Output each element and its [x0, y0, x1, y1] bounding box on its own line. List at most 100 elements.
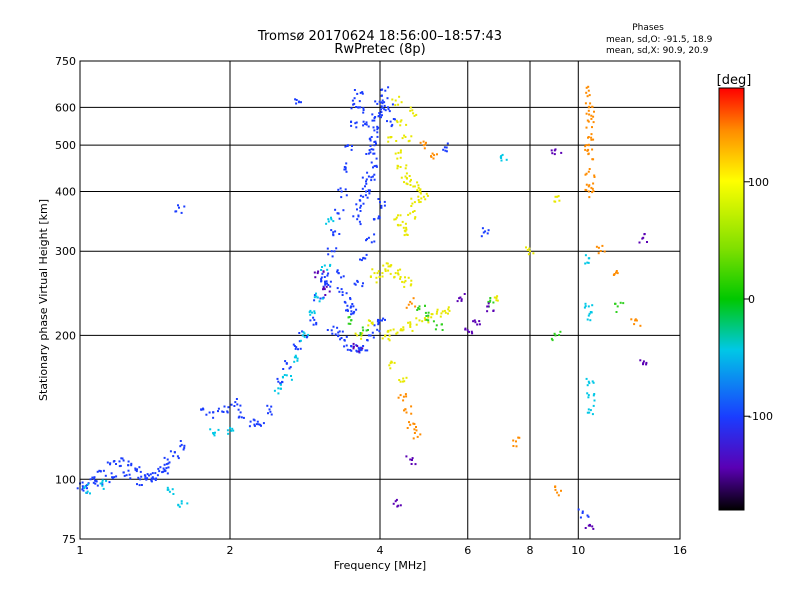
data-point [590, 117, 593, 120]
data-point [500, 155, 503, 157]
data-point [121, 457, 124, 460]
data-point [410, 279, 413, 282]
data-point [297, 348, 299, 351]
data-point [402, 399, 405, 402]
data-point [270, 405, 273, 408]
data-point [375, 142, 377, 145]
data-point [362, 282, 364, 285]
data-point [166, 486, 169, 489]
data-point [370, 322, 373, 324]
data-point [415, 317, 418, 320]
data-point [371, 175, 374, 178]
data-point [381, 106, 384, 109]
data-point [308, 311, 311, 314]
data-point [416, 309, 419, 311]
data-point [343, 345, 346, 348]
data-point [322, 270, 325, 273]
data-point [373, 324, 376, 327]
data-point [405, 182, 408, 185]
data-point [642, 360, 645, 363]
data-point [168, 461, 171, 464]
data-point [394, 500, 397, 503]
data-point [383, 108, 386, 111]
y-axis-ticks: 75 100 200 300 400 500 600 750 [55, 55, 76, 546]
data-point [493, 296, 496, 299]
data-point [336, 287, 339, 290]
data-point [146, 473, 149, 476]
data-point [445, 146, 448, 149]
data-point [350, 148, 353, 151]
x-tick-label: 8 [527, 544, 534, 557]
data-point [373, 119, 376, 122]
data-point [432, 320, 435, 323]
data-point [146, 477, 149, 480]
data-point [350, 305, 353, 308]
data-point [367, 189, 370, 192]
data-point [615, 311, 618, 313]
data-point [384, 268, 387, 271]
data-point [441, 323, 443, 326]
data-point [403, 409, 405, 412]
data-point [456, 300, 459, 303]
data-point [587, 170, 590, 173]
data-point [372, 336, 375, 339]
data-point [94, 482, 97, 485]
data-point [355, 121, 358, 124]
data-point [399, 224, 402, 227]
data-point [480, 235, 483, 238]
data-point [314, 276, 317, 279]
data-point [630, 318, 633, 321]
data-point [361, 332, 364, 335]
data-point [421, 320, 424, 323]
data-point [83, 486, 86, 489]
data-point [592, 182, 595, 185]
data-point [120, 457, 123, 460]
data-point [364, 194, 367, 197]
data-point [615, 270, 618, 272]
data-point [222, 411, 225, 413]
data-point [415, 113, 418, 116]
data-point [84, 485, 87, 488]
data-point [365, 182, 368, 185]
data-point [99, 482, 102, 485]
data-point [584, 527, 587, 529]
data-point [373, 233, 376, 236]
data-point [119, 464, 122, 467]
data-point [634, 319, 637, 322]
data-point [361, 347, 364, 350]
data-point [118, 460, 121, 463]
data-point [404, 408, 407, 411]
data-point [375, 164, 378, 167]
data-point [410, 135, 413, 138]
data-point [645, 363, 648, 366]
data-point [346, 308, 349, 311]
data-point [356, 92, 359, 95]
data-point [349, 322, 352, 325]
data-point [592, 394, 595, 397]
data-point [273, 389, 276, 392]
data-point [253, 423, 256, 426]
data-point [237, 416, 240, 419]
data-point [489, 299, 492, 302]
data-point [408, 421, 410, 424]
data-point [373, 129, 376, 132]
data-point [366, 171, 369, 174]
data-point [345, 309, 347, 312]
data-point [593, 393, 596, 395]
data-point [378, 216, 381, 219]
data-point [402, 395, 405, 398]
data-point [427, 321, 430, 324]
data-point [588, 105, 591, 108]
data-point [390, 125, 393, 128]
data-point [110, 472, 113, 475]
data-point [150, 480, 153, 483]
data-point [377, 270, 380, 273]
data-point [394, 152, 397, 155]
data-point [380, 206, 383, 209]
data-point [356, 334, 359, 337]
data-point [231, 427, 234, 430]
data-point [327, 253, 330, 256]
data-point [472, 320, 475, 323]
data-point [393, 218, 396, 221]
data-point [414, 216, 417, 219]
